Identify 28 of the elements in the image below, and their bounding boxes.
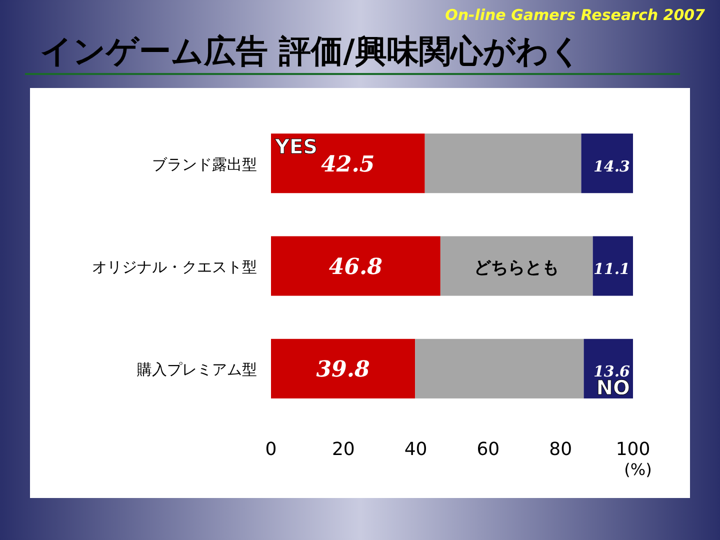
data-label: 14.3 <box>593 157 630 176</box>
chart-subtitle: On-line Gamers Research 2007 <box>445 6 706 24</box>
series-label: どちらとも <box>474 258 560 278</box>
bar <box>592 236 633 296</box>
y-tick-label: ブランド露出型 <box>152 155 257 174</box>
x-tick-label: 60 <box>476 439 500 460</box>
x-tick-label: 0 <box>265 439 277 460</box>
y-tick-label: オリジナル・クエスト型 <box>92 258 257 276</box>
data-label: 11.1 <box>593 260 630 278</box>
y-tick-label: 購入プレミアム型 <box>137 360 257 379</box>
x-tick-label: 20 <box>332 439 355 460</box>
data-label: 46.8 <box>328 254 383 280</box>
bar <box>424 134 582 194</box>
data-label: 42.5 <box>321 151 375 178</box>
data-label: 39.8 <box>316 356 370 383</box>
bar <box>271 338 416 398</box>
data-label: 13.6 <box>593 362 631 381</box>
x-tick-label: 40 <box>404 439 428 460</box>
x-tick-label: 100 <box>616 439 650 460</box>
chart-title: インゲーム広告 評価/興味関心がわく <box>40 32 582 70</box>
series-label: YES <box>274 134 318 159</box>
bar <box>440 236 593 296</box>
bar <box>415 338 584 398</box>
x-tick-label: 80 <box>549 439 572 460</box>
bar <box>271 236 440 296</box>
bar <box>581 134 633 194</box>
x-axis-title: (%) <box>624 460 652 479</box>
bar <box>271 134 425 194</box>
